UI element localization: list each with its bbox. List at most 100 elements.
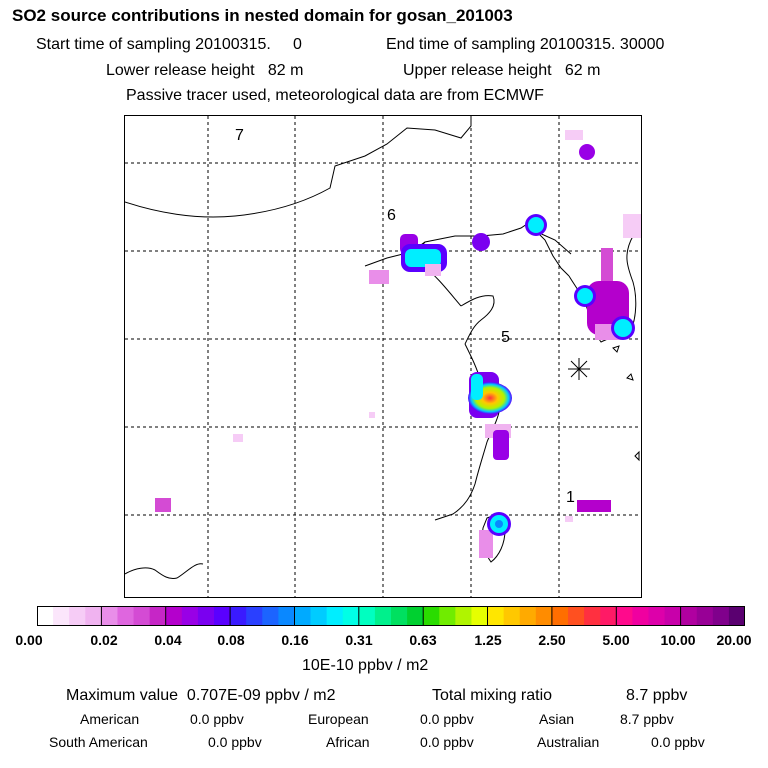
colorbar [37,606,745,626]
plot-title: SO2 source contributions in nested domai… [12,6,513,25]
plume-cell [565,516,573,522]
region-value: 0.0 ppbv [420,734,474,750]
colorbar-swatch [680,606,698,626]
southwest-border [125,563,204,579]
coastlines [125,116,641,579]
mongolia-border [125,116,472,218]
plume-cell [577,288,593,304]
colorbar-swatch [664,606,682,626]
plume-cell [425,264,441,276]
colorbar-tick-label: 0.08 [217,632,245,648]
colorbar-swatch [696,606,714,626]
colorbar-swatch [246,606,263,626]
colorbar-swatch [133,606,151,626]
colorbar-swatch [439,606,456,626]
colorbar-swatch [69,606,86,626]
start-time-label: Start time of sampling 20100315. 0 [36,36,302,53]
plume-cell [577,500,611,512]
lower-release-height-label: Lower release height 82 m [106,62,304,79]
region-name: American [80,711,140,727]
end-time-label: End time of sampling 20100315. 30000 [386,36,665,53]
day-label-6: 6 [387,207,396,224]
colorbar-swatch [535,606,553,626]
colorbar-swatch [632,606,650,626]
colorbar-swatch [374,606,392,626]
colorbar-swatch [487,606,505,626]
colorbar-swatch [53,606,70,626]
region-name: African [326,734,370,750]
colorbar-tick-label: 20.00 [716,632,752,648]
colorbar-frame [37,606,745,626]
colorbar-swatch [181,606,199,626]
colorbar-tick-label: 10.00 [660,632,696,648]
plume-cell [623,214,641,238]
region-value: 0.0 ppbv [208,734,262,750]
colorbar-swatch [101,606,119,626]
colorbar-tick-label: 0.00 [15,632,43,648]
map-canvas: 7 6 5 1 [125,116,641,597]
colorbar-swatch [600,606,617,626]
colorbar-swatch [37,606,54,626]
colorbar-swatch [294,606,312,626]
korea-border [536,231,572,255]
colorbar-tick-label: 0.02 [90,632,118,648]
plume-cell [233,434,243,442]
plume-cell [405,249,441,267]
total-mixing-ratio-label: Total mixing ratio [432,687,553,704]
plume-cell [601,248,613,282]
total-mixing-ratio-value: 8.7 ppbv [626,687,688,704]
colorbar-swatch [471,606,489,626]
colorbar-swatches [37,606,745,626]
colorbar-swatch [358,606,376,626]
plume-cell [479,530,493,558]
colorbar-swatch [310,606,328,626]
plume-cell [579,144,595,160]
colorbar-swatch [455,606,473,626]
day-label-1: 1 [566,489,575,506]
colorbar-swatch [117,606,135,626]
colorbar-swatch [423,606,440,626]
plume-cell [369,412,375,418]
plume-cell [471,374,483,400]
region-value: 8.7 ppbv [620,711,674,727]
plume-cell [472,233,490,251]
plume-cell [495,520,503,528]
colorbar-tick-label: 5.00 [602,632,630,648]
colorbar-tick-label: 2.50 [538,632,566,648]
colorbar-swatch [214,606,231,626]
colorbar-swatch [391,606,408,626]
colorbar-swatch [712,606,730,626]
colorbar-tick-label: 1.25 [474,632,502,648]
day-label-5: 5 [501,329,510,346]
colorbar-swatch [165,606,183,626]
colorbar-swatch [278,606,296,626]
colorbar-swatch [616,606,633,626]
colorbar-swatch [342,606,360,626]
map-panel: 7 6 5 1 [124,115,642,598]
japan-fragment [612,345,640,462]
region-value: 0.0 ppbv [420,711,474,727]
graticule [125,116,641,597]
region-value: 0.0 ppbv [651,734,705,750]
colorbar-swatch [584,606,601,626]
colorbar-swatch [503,606,521,626]
region-name: Australian [537,734,600,750]
shandong-coast [460,295,495,345]
colorbar-tick-label: 0.31 [345,632,373,648]
colorbar-swatch [197,606,215,626]
colorbar-tick-label: 0.04 [154,632,182,648]
region-name: European [308,711,369,727]
colorbar-swatch [407,606,424,626]
region-name: South American [49,734,148,750]
colorbar-swatch [262,606,279,626]
concentration-field [155,130,641,558]
plume-cell [565,130,583,140]
tracer-note: Passive tracer used, meteorological data… [126,87,544,104]
colorbar-tick-label: 0.63 [409,632,437,648]
colorbar-swatch [728,606,745,626]
colorbar-swatch [230,606,247,626]
colorbar-swatch [519,606,537,626]
colorbar-tick-label: 0.16 [281,632,309,648]
upper-release-height-label: Upper release height 62 m [403,62,601,79]
plume-cell [528,217,544,233]
